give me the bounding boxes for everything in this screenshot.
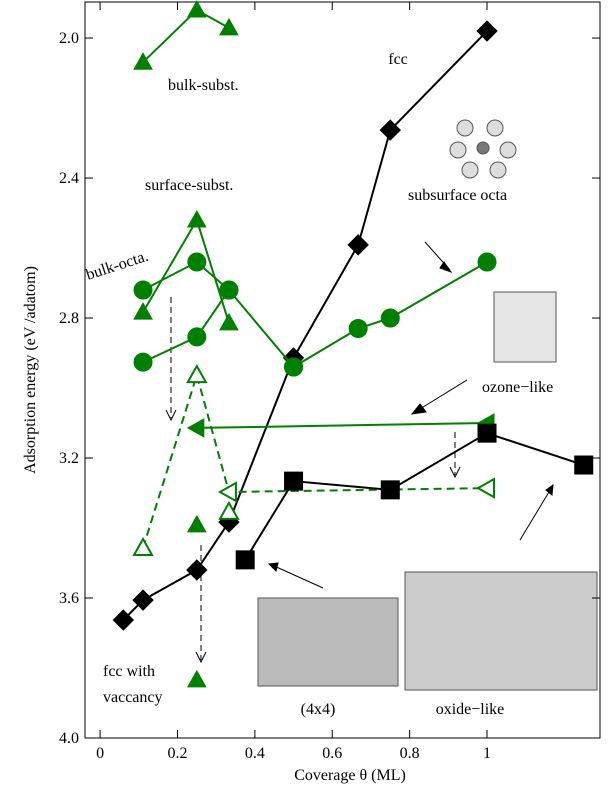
y-tick-label: 3.6	[59, 590, 79, 607]
data-point	[187, 327, 207, 347]
x-tick-label: 0	[96, 745, 104, 762]
data-point	[218, 500, 240, 520]
structure-images	[257, 119, 598, 691]
4x4-structure	[257, 597, 399, 687]
data-point	[186, 559, 208, 581]
series-line	[142, 371, 488, 549]
data-point	[219, 17, 239, 36]
annotation: bulk-octa.	[84, 248, 151, 284]
data-point	[235, 550, 255, 570]
series-line	[142, 8, 230, 63]
series-line	[122, 30, 488, 621]
octa-cluster	[449, 119, 517, 179]
y-tick-label: 3.2	[59, 450, 79, 467]
annotation: surface-subst.	[145, 177, 233, 194]
annotation: (4x4)	[301, 701, 336, 718]
data-point	[284, 471, 304, 491]
data-point	[217, 481, 237, 503]
y-axis-label: Adsorption energy (eV /adatom)	[22, 266, 39, 474]
data-point	[574, 455, 594, 475]
oxide-structure	[404, 571, 598, 691]
data-point	[380, 308, 400, 328]
data-point	[348, 319, 368, 339]
data-point	[187, 252, 207, 272]
series-line	[293, 261, 488, 368]
x-tick-label: 0.4	[245, 745, 265, 762]
data-point	[133, 352, 153, 372]
series-line	[244, 432, 585, 561]
x-tick-label: 0.2	[167, 745, 187, 762]
y-tick-label: 2.4	[59, 170, 79, 187]
annotation: ozone−like	[482, 379, 553, 396]
data-point	[476, 20, 498, 42]
y-tick-label: 2.8	[59, 310, 79, 327]
series-line	[142, 260, 295, 368]
x-tick-label: 0.8	[400, 745, 420, 762]
plot-frame	[84, 1, 601, 739]
data-point	[347, 234, 369, 256]
series-line	[196, 422, 488, 429]
data-point	[186, 364, 208, 384]
data-point	[219, 312, 239, 331]
annotation: bulk-subst.	[168, 77, 239, 94]
data-point	[186, 514, 207, 533]
data-point	[132, 536, 154, 556]
annotation: fcc	[388, 51, 408, 68]
data-point	[477, 252, 497, 272]
data-point	[186, 0, 207, 18]
data-point	[133, 52, 153, 70]
data-point	[133, 280, 153, 300]
y-tick-label: 4.0	[59, 730, 79, 747]
x-tick-label: 0.6	[322, 745, 342, 762]
data-point	[380, 480, 400, 500]
annotation: oxide−like	[436, 701, 505, 718]
data-point	[475, 477, 496, 499]
data-point	[186, 418, 205, 438]
annotation: subsurface octa	[408, 187, 507, 204]
annotation: fcc with	[103, 663, 155, 680]
data-point	[186, 210, 207, 228]
data-point	[133, 302, 153, 320]
annotation: vaccancy	[103, 689, 163, 706]
x-axis-label: Coverage θ (ML)	[294, 767, 406, 784]
data-point	[284, 357, 304, 377]
data-point	[379, 119, 401, 141]
x-tick-label: 1	[483, 745, 491, 762]
y-tick-label: 2.0	[59, 30, 79, 47]
data-point	[132, 589, 154, 611]
ozone-structure	[493, 291, 557, 363]
series-line	[142, 289, 230, 364]
pointer-arrows	[165, 241, 554, 664]
data-point	[477, 423, 497, 443]
data-point	[219, 280, 239, 300]
data-point	[112, 609, 135, 631]
data-point	[186, 669, 207, 688]
